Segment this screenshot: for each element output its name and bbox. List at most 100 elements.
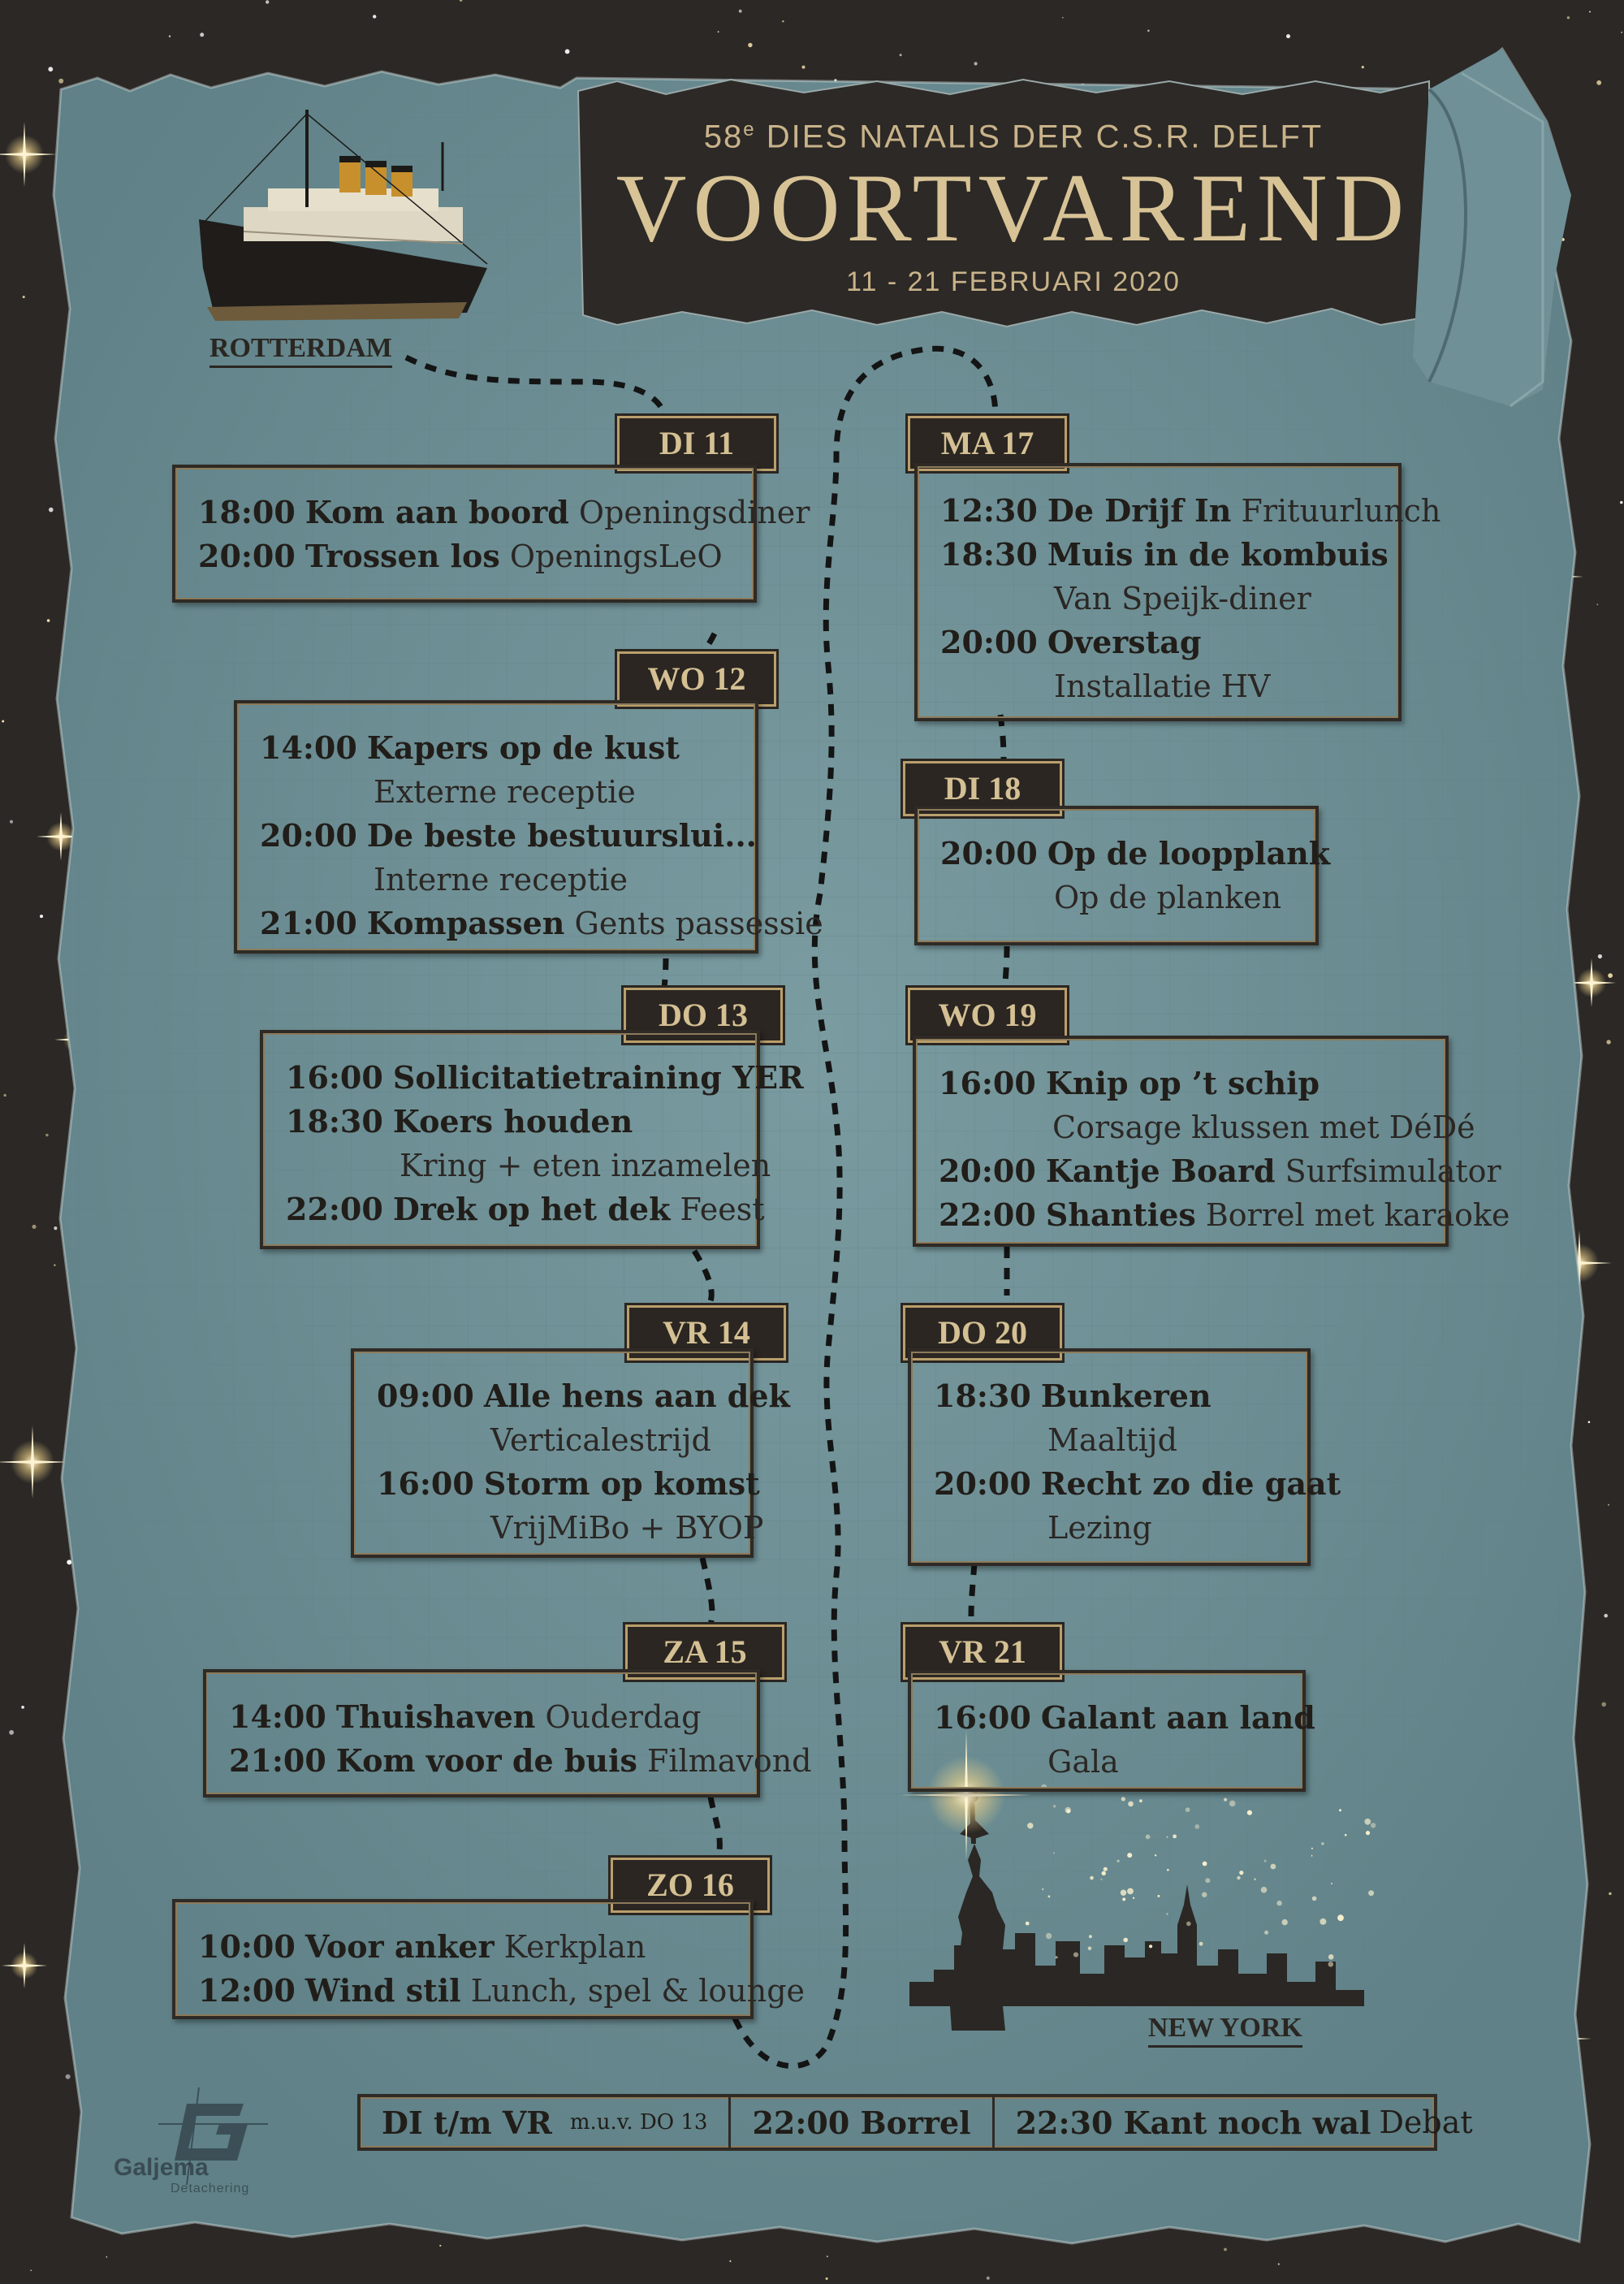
footer-borrel: 22:00 Borrel [752, 2104, 971, 2141]
event-title: Thuishaven [335, 1698, 536, 1735]
event-title: Kom aan boord [304, 494, 569, 530]
day-events-box: 16:00 Knip op ’t schip Corsage klussen m… [913, 1036, 1510, 1247]
subtitle-superscript: e [743, 119, 756, 141]
event-item: 09:00 Alle hens aan dek Verticalestrijd [377, 1374, 790, 1462]
event-title: Op de loopplank [1047, 835, 1331, 872]
event-item: 22:00 Drek op het dek Feest [286, 1187, 765, 1231]
sponsor-name: Galjema [114, 2154, 209, 2181]
day-tab: DO 13 [624, 988, 783, 1043]
event-item: 22:00 Shanties Borrel met karaoke [939, 1193, 1510, 1237]
day-tab: MA 17 [908, 416, 1067, 471]
event-title: Sollicitatietraining YER [392, 1059, 804, 1096]
event-time: 21:00 [229, 1742, 326, 1779]
event-time: 20:00 [198, 538, 296, 574]
sparkles-overlay [901, 1730, 1376, 1967]
day-events-box: 16:00 Sollicitatietraining YER 18:30 Koer… [260, 1030, 804, 1249]
event-time: 20:00 [260, 817, 357, 854]
event-description: Frituurlunch [1241, 493, 1441, 529]
event-description: Gents passessie [574, 906, 823, 941]
event-time: 09:00 [377, 1378, 474, 1414]
event-title: Kapers op de kust [366, 729, 680, 766]
event-description: Externe receptie [374, 774, 636, 810]
event-time: 14:00 [229, 1698, 326, 1735]
event-description: Ouderdag [545, 1699, 702, 1735]
event-description: VrijMiBo + BYOP [490, 1510, 764, 1546]
subtitle-number: 58 [703, 119, 744, 155]
event-item: 18:30 Koers houden Kring + eten inzamele… [286, 1100, 771, 1187]
daily-events-footer: DI t/m VR m.u.v. DO 13 22:00 Borrel 22:3… [357, 2094, 1473, 2151]
footer-debat-cell: 22:30 Kant noch wal Debat [995, 2097, 1494, 2148]
day-events-box: 20:00 Op de loopplank Op de planken [914, 806, 1330, 945]
galjema-logo-icon [158, 2087, 268, 2186]
event-item: 16:00 Knip op ’t schip Corsage klussen m… [939, 1062, 1475, 1149]
event-title: Bunkeren [1040, 1378, 1212, 1414]
event-item: 16:00 Sollicitatietraining YER [286, 1056, 804, 1100]
event-description: Interne receptie [374, 862, 628, 898]
day-tab: WO 19 [908, 988, 1067, 1043]
event-description: Kring + eten inzamelen [400, 1148, 771, 1183]
event-description: Openingsdiner [578, 495, 810, 530]
day-tab: ZO 16 [611, 1858, 770, 1913]
event-item: 20:00 Overstag Installatie HV [940, 621, 1376, 708]
day-events-box: 16:00 Galant aan land Gala [908, 1670, 1315, 1792]
event-description: Van Speijk-diner [1054, 581, 1311, 616]
event-time: 20:00 [934, 1465, 1031, 1502]
event-time: 22:00 [286, 1191, 383, 1227]
event-dates: 11 - 21 FEBRUARI 2020 [846, 266, 1181, 297]
event-description: Surfsimulator [1285, 1153, 1501, 1189]
event-title: Shanties [1045, 1196, 1196, 1233]
day-events-box: 09:00 Alle hens aan dek Verticalestrijd 1… [351, 1348, 790, 1558]
event-title: Kantje Board [1045, 1153, 1276, 1189]
day-events-box: 18:00 Kom aan boord Openingsdiner 20:00 T… [172, 465, 810, 603]
event-time: 20:00 [939, 1153, 1036, 1189]
start-city-label: ROTTERDAM [209, 333, 392, 368]
event-time: 18:00 [198, 494, 296, 530]
event-title: Kom voor de buis [335, 1742, 637, 1779]
page-title: VOORTVAREND [615, 154, 1411, 262]
event-item: 14:00 Kapers op de kust Externe receptie [260, 726, 732, 814]
footer-note: m.u.v. DO 13 [569, 2110, 708, 2135]
day-events-box: 14:00 Thuishaven Ouderdag 21:00 Kom voor … [203, 1669, 812, 1797]
event-item: 18:00 Kom aan boord Openingsdiner [198, 491, 810, 534]
event-title: De Drijf In [1047, 492, 1232, 529]
event-time: 12:00 [198, 1972, 296, 2009]
event-time: 22:00 [939, 1196, 1036, 1233]
event-item: 12:00 Wind stil Lunch, spel & lounge [198, 1969, 805, 2013]
footer-debat-title: 22:30 Kant noch wal [1015, 2104, 1371, 2141]
event-title: Drek op het dek [392, 1191, 671, 1227]
event-title: Galant aan land [1040, 1699, 1315, 1736]
footer-borrel-cell: 22:00 Borrel [731, 2097, 995, 2148]
event-item: 16:00 Storm op komst VrijMiBo + BYOP [377, 1462, 764, 1550]
event-item: 20:00 Trossen los OpeningsLeO [198, 534, 731, 578]
day-events-box: 10:00 Voor anker Kerkplan 12:00 Wind stil… [172, 1899, 805, 2019]
event-time: 20:00 [940, 624, 1038, 660]
event-time: 18:30 [940, 536, 1038, 573]
subtitle-text: DIES NATALIS DER C.S.R. DELFT [755, 119, 1324, 155]
event-title: Storm op komst [483, 1465, 760, 1502]
event-description: Op de planken [1054, 880, 1282, 915]
event-time: 16:00 [286, 1059, 383, 1096]
event-item: 20:00 Op de loopplank Op de planken [940, 832, 1330, 919]
event-title: De beste bestuurslui... [366, 817, 757, 854]
event-time: 12:30 [940, 492, 1038, 529]
event-description: Verticalestrijd [490, 1422, 711, 1458]
ship-illustration [199, 110, 488, 321]
event-title: Kompassen [366, 905, 565, 941]
event-description: Installatie HV [1054, 668, 1271, 704]
day-tab: WO 12 [617, 651, 776, 707]
day-events-box: 14:00 Kapers op de kust Externe receptie… [234, 700, 823, 954]
event-item: 10:00 Voor anker Kerkplan [198, 1925, 728, 1969]
event-title: Recht zo die gaat [1040, 1465, 1341, 1502]
event-item: 21:00 Kom voor de buis Filmavond [229, 1739, 812, 1783]
event-item: 21:00 Kompassen Gents passessie [260, 902, 823, 945]
event-description: Feest [680, 1192, 765, 1227]
event-item: 20:00 De beste bestuurslui... Interne re… [260, 814, 757, 902]
event-time: 21:00 [260, 905, 357, 941]
day-events-box: 18:30 Bunkeren Maaltijd 20:00 Recht zo di… [908, 1348, 1341, 1566]
footer-days: DI t/m VR [382, 2104, 552, 2141]
event-item: 16:00 Galant aan land Gala [934, 1696, 1315, 1784]
event-title: Overstag [1047, 624, 1202, 660]
day-tab: DI 11 [617, 416, 776, 471]
footer-debat-desc: Debat [1379, 2104, 1473, 2140]
event-item: 20:00 Kantje Board Surfsimulator [939, 1149, 1501, 1193]
